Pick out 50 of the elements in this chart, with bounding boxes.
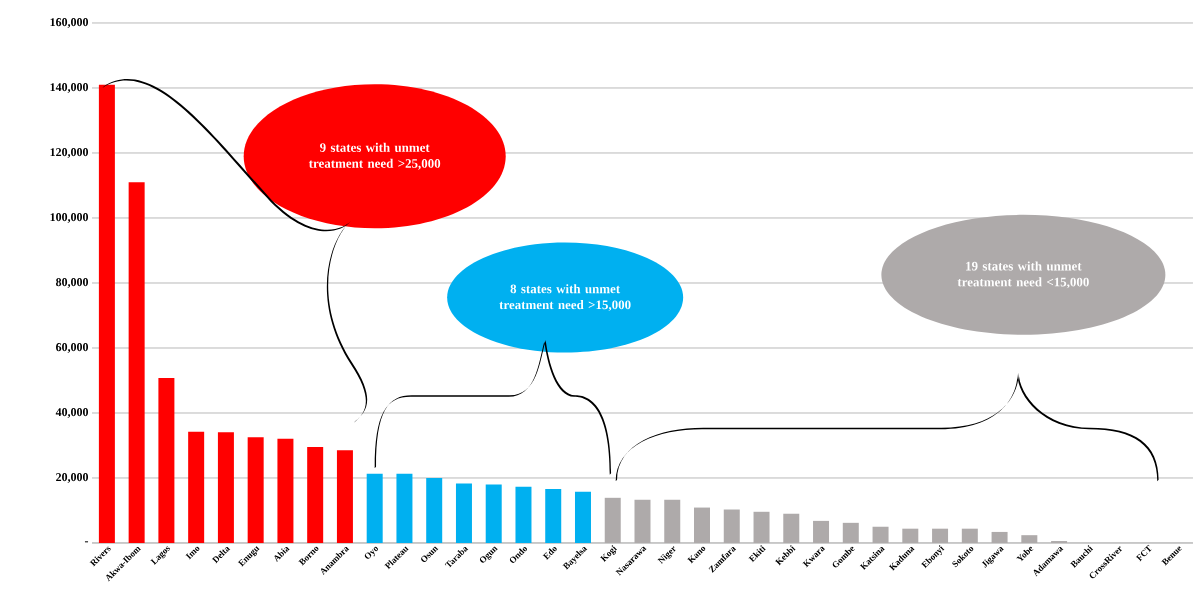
annotation: 19 states with unmet treatment need <15,000: [957, 261, 1089, 289]
x-tick-label: Edo: [542, 547, 557, 560]
bar: [307, 447, 324, 543]
bar: [515, 486, 532, 543]
bar: [574, 491, 591, 543]
bar: [872, 526, 889, 543]
annotation: 9 states with unmet treatment need >25,000: [308, 142, 441, 170]
bar: [1021, 535, 1038, 543]
bar: [902, 528, 919, 543]
bar: [813, 520, 830, 543]
annotation: 8 states with unmet treatment need >15,000: [499, 284, 631, 312]
bar: [217, 432, 234, 543]
y-tick-label: 160,000: [50, 18, 89, 28]
x-tick-label: Oyo: [364, 546, 378, 559]
bar: [277, 438, 294, 543]
bar: [783, 513, 800, 543]
bar: [366, 473, 383, 543]
y-tick-label: 120,000: [50, 148, 89, 158]
bar: [396, 473, 413, 543]
y-tick-label: 80,000: [56, 278, 89, 288]
bar: [991, 531, 1008, 543]
y-tick-label: 20,000: [56, 473, 89, 483]
x-tick-label: Osun: [421, 546, 439, 562]
bar: [604, 497, 621, 543]
x-tick-label: Abia: [274, 546, 290, 563]
bar: [961, 528, 978, 543]
bar: [723, 509, 740, 543]
bar: [485, 484, 502, 543]
bar: [426, 477, 443, 543]
x-tick-label: Yobe: [1016, 546, 1034, 562]
bar: [98, 84, 115, 543]
bar: [545, 489, 562, 543]
bar: [188, 431, 205, 543]
bar: [932, 528, 949, 543]
y-tick-label: -: [84, 541, 89, 543]
bar: [455, 483, 472, 543]
bar: [842, 522, 859, 543]
y-tick-label: 100,000: [50, 213, 89, 223]
bar: [664, 499, 681, 543]
bar: [694, 507, 711, 543]
y-tick-label: 140,000: [50, 83, 89, 93]
bar: [634, 499, 651, 543]
bar: [753, 511, 770, 543]
bar: [128, 182, 145, 543]
bar: [336, 450, 353, 543]
x-tick-label: Imo: [185, 546, 200, 560]
y-tick-label: 40,000: [55, 408, 89, 418]
y-tick-label: 60,000: [56, 343, 89, 353]
bar: [158, 377, 175, 543]
bar: [247, 437, 264, 543]
